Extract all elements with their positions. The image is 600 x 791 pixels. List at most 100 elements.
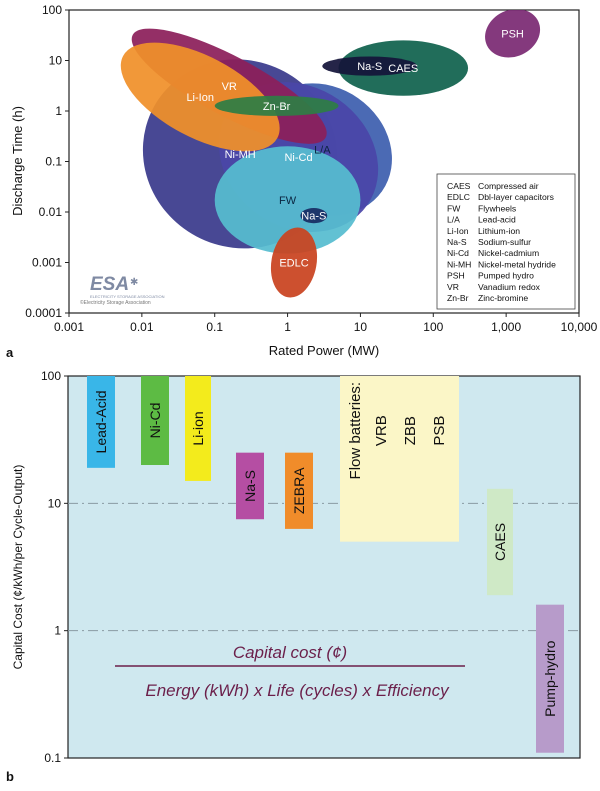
y-tick-label-b: 100 <box>41 369 61 383</box>
x-tick-label-a: 100 <box>423 320 443 334</box>
legend-abbr: Ni-MH <box>447 259 471 269</box>
legend-abbr: EDLC <box>447 192 470 202</box>
y-tick-label-a: 0.01 <box>39 205 63 219</box>
bar-pump-hydro <box>536 604 564 753</box>
legend-abbr: L/A <box>447 215 460 225</box>
esa-logo: ESA ✱ ELECTRICITY STORAGE ASSOCIATION ©E… <box>80 274 165 306</box>
legend-name: Nickel-metal hydride <box>478 259 556 269</box>
y-tick-label-a: 1 <box>55 104 62 118</box>
legend-name: Nickel-cadmium <box>478 248 539 258</box>
region-label-na-s-9: Na-S <box>357 61 382 73</box>
legend-abbr: FW <box>447 203 461 213</box>
legend-name: Zinc-bromine <box>478 293 528 303</box>
x-ticks-a: 0.001 0.01 0.1 1 10 100 1,000 10,000 <box>54 313 598 334</box>
region-na-s-9 <box>322 56 418 76</box>
esa-logo-mark: ESA <box>90 274 129 295</box>
legend-name: Lithium-ion <box>478 226 520 236</box>
bar-label-lead-acid: Lead-Acid <box>93 390 109 453</box>
y-axis-label-b: Capital Cost (¢/kWh/per Cycle-Output) <box>11 465 25 670</box>
legend-a-box <box>436 173 576 310</box>
legend-name: Sodium-sulfur <box>478 237 531 247</box>
x-axis-label-a: Rated Power (MW) <box>269 343 380 358</box>
legend-name: Compressed air <box>478 181 539 191</box>
legend-abbr: Na-S <box>447 237 467 247</box>
bar-zebra <box>285 452 313 529</box>
flow-battery-zbb: ZBB <box>402 416 419 445</box>
x-tick-label-a: 0.001 <box>54 320 84 334</box>
region-label-l-a-1: L/A <box>314 144 331 156</box>
bar-label-pump-hydro: Pump-hydro <box>542 640 558 716</box>
y-axis-label-a: Discharge Time (h) <box>10 106 25 216</box>
bar-label-flow-batteries: Flow batteries: <box>347 382 364 480</box>
y-tick-label-a: 0.001 <box>32 256 62 270</box>
region-label-fw-3: FW <box>279 195 297 207</box>
y-ticks-a: 0.0001 0.001 0.01 0.1 1 10 100 <box>25 3 69 320</box>
region-psh-11 <box>485 10 541 58</box>
legend-name: Dbl-layer capacitors <box>478 192 554 202</box>
bar-label-na-s: Na-S <box>242 470 258 502</box>
region-label-zn-br-10: Zn-Br <box>263 101 291 113</box>
legend-abbr: PSH <box>447 271 465 281</box>
x-tick-label-a: 10,000 <box>561 320 598 334</box>
bar-label-li-ion: Li-ion <box>190 411 206 445</box>
legend-name: Vanadium redox <box>478 282 541 292</box>
bar-li-ion <box>185 376 211 481</box>
region-label-psh-11: PSH <box>501 28 524 40</box>
region-fw-3 <box>214 146 361 254</box>
panel-label-b: b <box>6 769 14 784</box>
y-ticks-b: 0.1 1 10 100 <box>41 369 68 765</box>
region-labels-a: Ni-MH L/ANi-CdFWNa-SEDLCVRLi-IonCAESNa-SZ… <box>186 28 523 269</box>
region-label-edlc-5: EDLC <box>279 258 308 270</box>
x-tick-label-a: 0.1 <box>206 320 223 334</box>
x-tick-label-a: 10 <box>354 320 368 334</box>
region-label-li-ion-7: Li-Ion <box>186 92 214 104</box>
bars-b: Lead-Acid Ni-Cd Li-ion Na-S ZEBRA Flow batter… <box>87 376 564 753</box>
bar-label-zebra: ZEBRA <box>291 467 307 514</box>
flow-battery-psb: PSB <box>431 416 448 446</box>
bar-label-ni-cd: Ni-Cd <box>147 403 163 439</box>
region-edlc-5 <box>270 227 318 298</box>
legend-name: Flywheels <box>478 203 516 213</box>
panel-b: Lead-Acid Ni-Cd Li-ion Na-S ZEBRA Flow batter… <box>11 369 581 765</box>
formula-denominator: Energy (kWh) x Life (cycles) x Efficienc… <box>145 681 450 700</box>
y-tick-label-b: 1 <box>54 624 61 638</box>
x-tick-label-a: 1,000 <box>491 320 521 334</box>
legend-abbr: VR <box>447 282 459 292</box>
esa-logo-star: ✱ <box>130 277 138 288</box>
region-label-ni-cd-2: Ni-Cd <box>284 152 312 164</box>
y-tick-label-b: 10 <box>48 496 62 510</box>
x-tick-label-a: 0.01 <box>130 320 154 334</box>
legend-name: Pumped hydro <box>478 271 534 281</box>
bar-na-s <box>236 452 264 520</box>
formula-numerator: Capital cost (¢) <box>233 643 347 662</box>
esa-credit: ©Electricity Storage Association <box>80 299 151 306</box>
legend-name: Lead-acid <box>478 215 516 225</box>
y-tick-label-a: 100 <box>42 3 62 17</box>
bar-ni-cd <box>141 376 169 466</box>
y-tick-label-b: 0.1 <box>44 751 61 765</box>
bar-flow-batteries <box>340 376 459 542</box>
region-label-ni-mh-0: Ni-MH <box>225 149 256 161</box>
x-tick-label-a: 1 <box>284 320 291 334</box>
region-zn-br-10 <box>214 95 339 116</box>
y-tick-label-a: 0.1 <box>45 155 62 169</box>
y-tick-label-a: 10 <box>49 54 63 68</box>
legend-abbr: CAES <box>447 181 471 191</box>
regions-a <box>120 10 541 298</box>
bar-lead-acid <box>87 376 115 468</box>
flow-battery-vrb: VRB <box>373 415 390 446</box>
bar-caes <box>487 488 513 596</box>
legend-abbr: Ni-Cd <box>447 248 469 258</box>
legend-abbr: Li-Ion <box>447 226 469 236</box>
bar-label-caes: CAES <box>492 523 508 561</box>
panel-label-a: a <box>6 345 14 360</box>
panel-a: Ni-MH L/ANi-CdFWNa-SEDLCVRLi-IonCAESNa-SZ… <box>10 3 598 358</box>
y-tick-label-a: 0.0001 <box>25 306 62 320</box>
cost-formula: Capital cost (¢) Energy (kWh) x Life (cy… <box>115 643 465 700</box>
region-label-na-s-4: Na-S <box>301 211 326 223</box>
esa-logo-subtext: ELECTRICITY STORAGE ASSOCIATION <box>90 294 165 299</box>
region-label-caes-8: CAES <box>388 63 418 75</box>
legend-abbr: Zn-Br <box>447 293 469 303</box>
region-li-ion-7 <box>120 42 280 152</box>
